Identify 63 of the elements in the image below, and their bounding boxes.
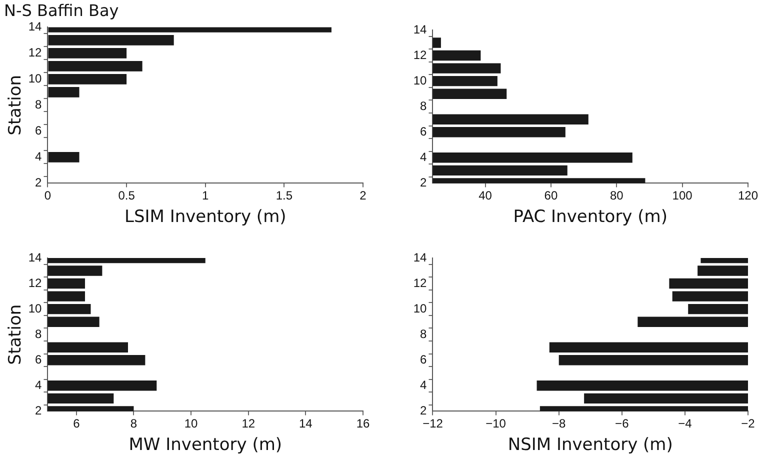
y-tick-label: 14 [413,22,428,36]
y-tick-label: 8 [420,98,428,113]
y-axis-title: Station [6,304,26,365]
x-tick-label: 1.5 [276,188,293,203]
y-tick-label: 4 [35,150,42,164]
y-tick-label: 10 [28,72,42,86]
y-tick-label: 2 [35,404,42,418]
x-tick-label: 0.5 [118,188,136,203]
y-tick-label: 4 [35,378,42,392]
x-tick-label: −12 [422,416,444,431]
x-tick-label: 40 [478,188,492,203]
y-tick-label: 12 [28,46,42,60]
bar [48,61,142,72]
x-tick-label: 10 [184,416,198,431]
y-tick-label: 14 [28,250,42,264]
x-axis-title: MW Inventory (m) [128,435,282,456]
x-tick-label: −10 [486,416,506,431]
y-tick-label: 6 [35,124,42,138]
x-tick-label: 8 [130,416,138,431]
y-tick-label: 8 [35,326,42,341]
x-tick-label: −4 [678,416,692,431]
x-tick-label: −2 [741,416,756,431]
y-tick-label: 6 [420,352,428,366]
bar [48,35,174,46]
y-tick-label: 6 [35,352,42,366]
y-tick-label: 14 [28,20,42,34]
bar [48,152,80,162]
y-tick-label: 10 [28,301,42,316]
chart-title: N-S Baffin Bay [4,0,119,20]
x-tick-label: −6 [615,416,630,431]
x-tick-label: 6 [73,416,80,431]
x-tick-label: 2 [360,188,367,203]
x-tick-label: 14 [299,416,313,431]
x-tick-label: 60 [544,188,558,203]
y-tick-label: 8 [420,326,428,341]
y-tick-label: 2 [420,404,428,418]
y-tick-label: 12 [28,276,42,290]
bar [48,74,127,84]
x-tick-label: 0 [44,188,52,203]
x-tick-label: −8 [552,416,566,431]
y-tick-label: 10 [413,73,428,88]
y-tick-label: 12 [413,48,428,62]
y-tick-label: 12 [413,276,428,290]
x-tick-label: 80 [610,188,624,203]
y-tick-label: 10 [413,301,428,316]
y-tick-label: 6 [420,124,428,138]
y-tick-label: 4 [420,378,428,392]
x-tick-label: 16 [356,416,370,431]
y-tick-label: 14 [413,250,428,264]
y-tick-label: 2 [420,176,428,190]
bar [48,87,80,98]
y-axis-title: Station [6,74,26,136]
y-tick-label: 2 [35,176,42,190]
x-axis-title: LSIM Inventory (m) [124,207,286,228]
x-tick-label: 100 [672,188,693,203]
y-tick-label: 4 [420,150,428,164]
x-tick-label: 1 [202,188,210,203]
bar [48,48,127,58]
x-tick-label: 120 [738,188,758,203]
x-tick-label: 12 [242,416,256,431]
x-axis-title: PAC Inventory (m) [513,207,668,228]
y-tick-label: 8 [35,98,42,112]
x-axis-title: NSIM Inventory (m) [508,435,673,456]
